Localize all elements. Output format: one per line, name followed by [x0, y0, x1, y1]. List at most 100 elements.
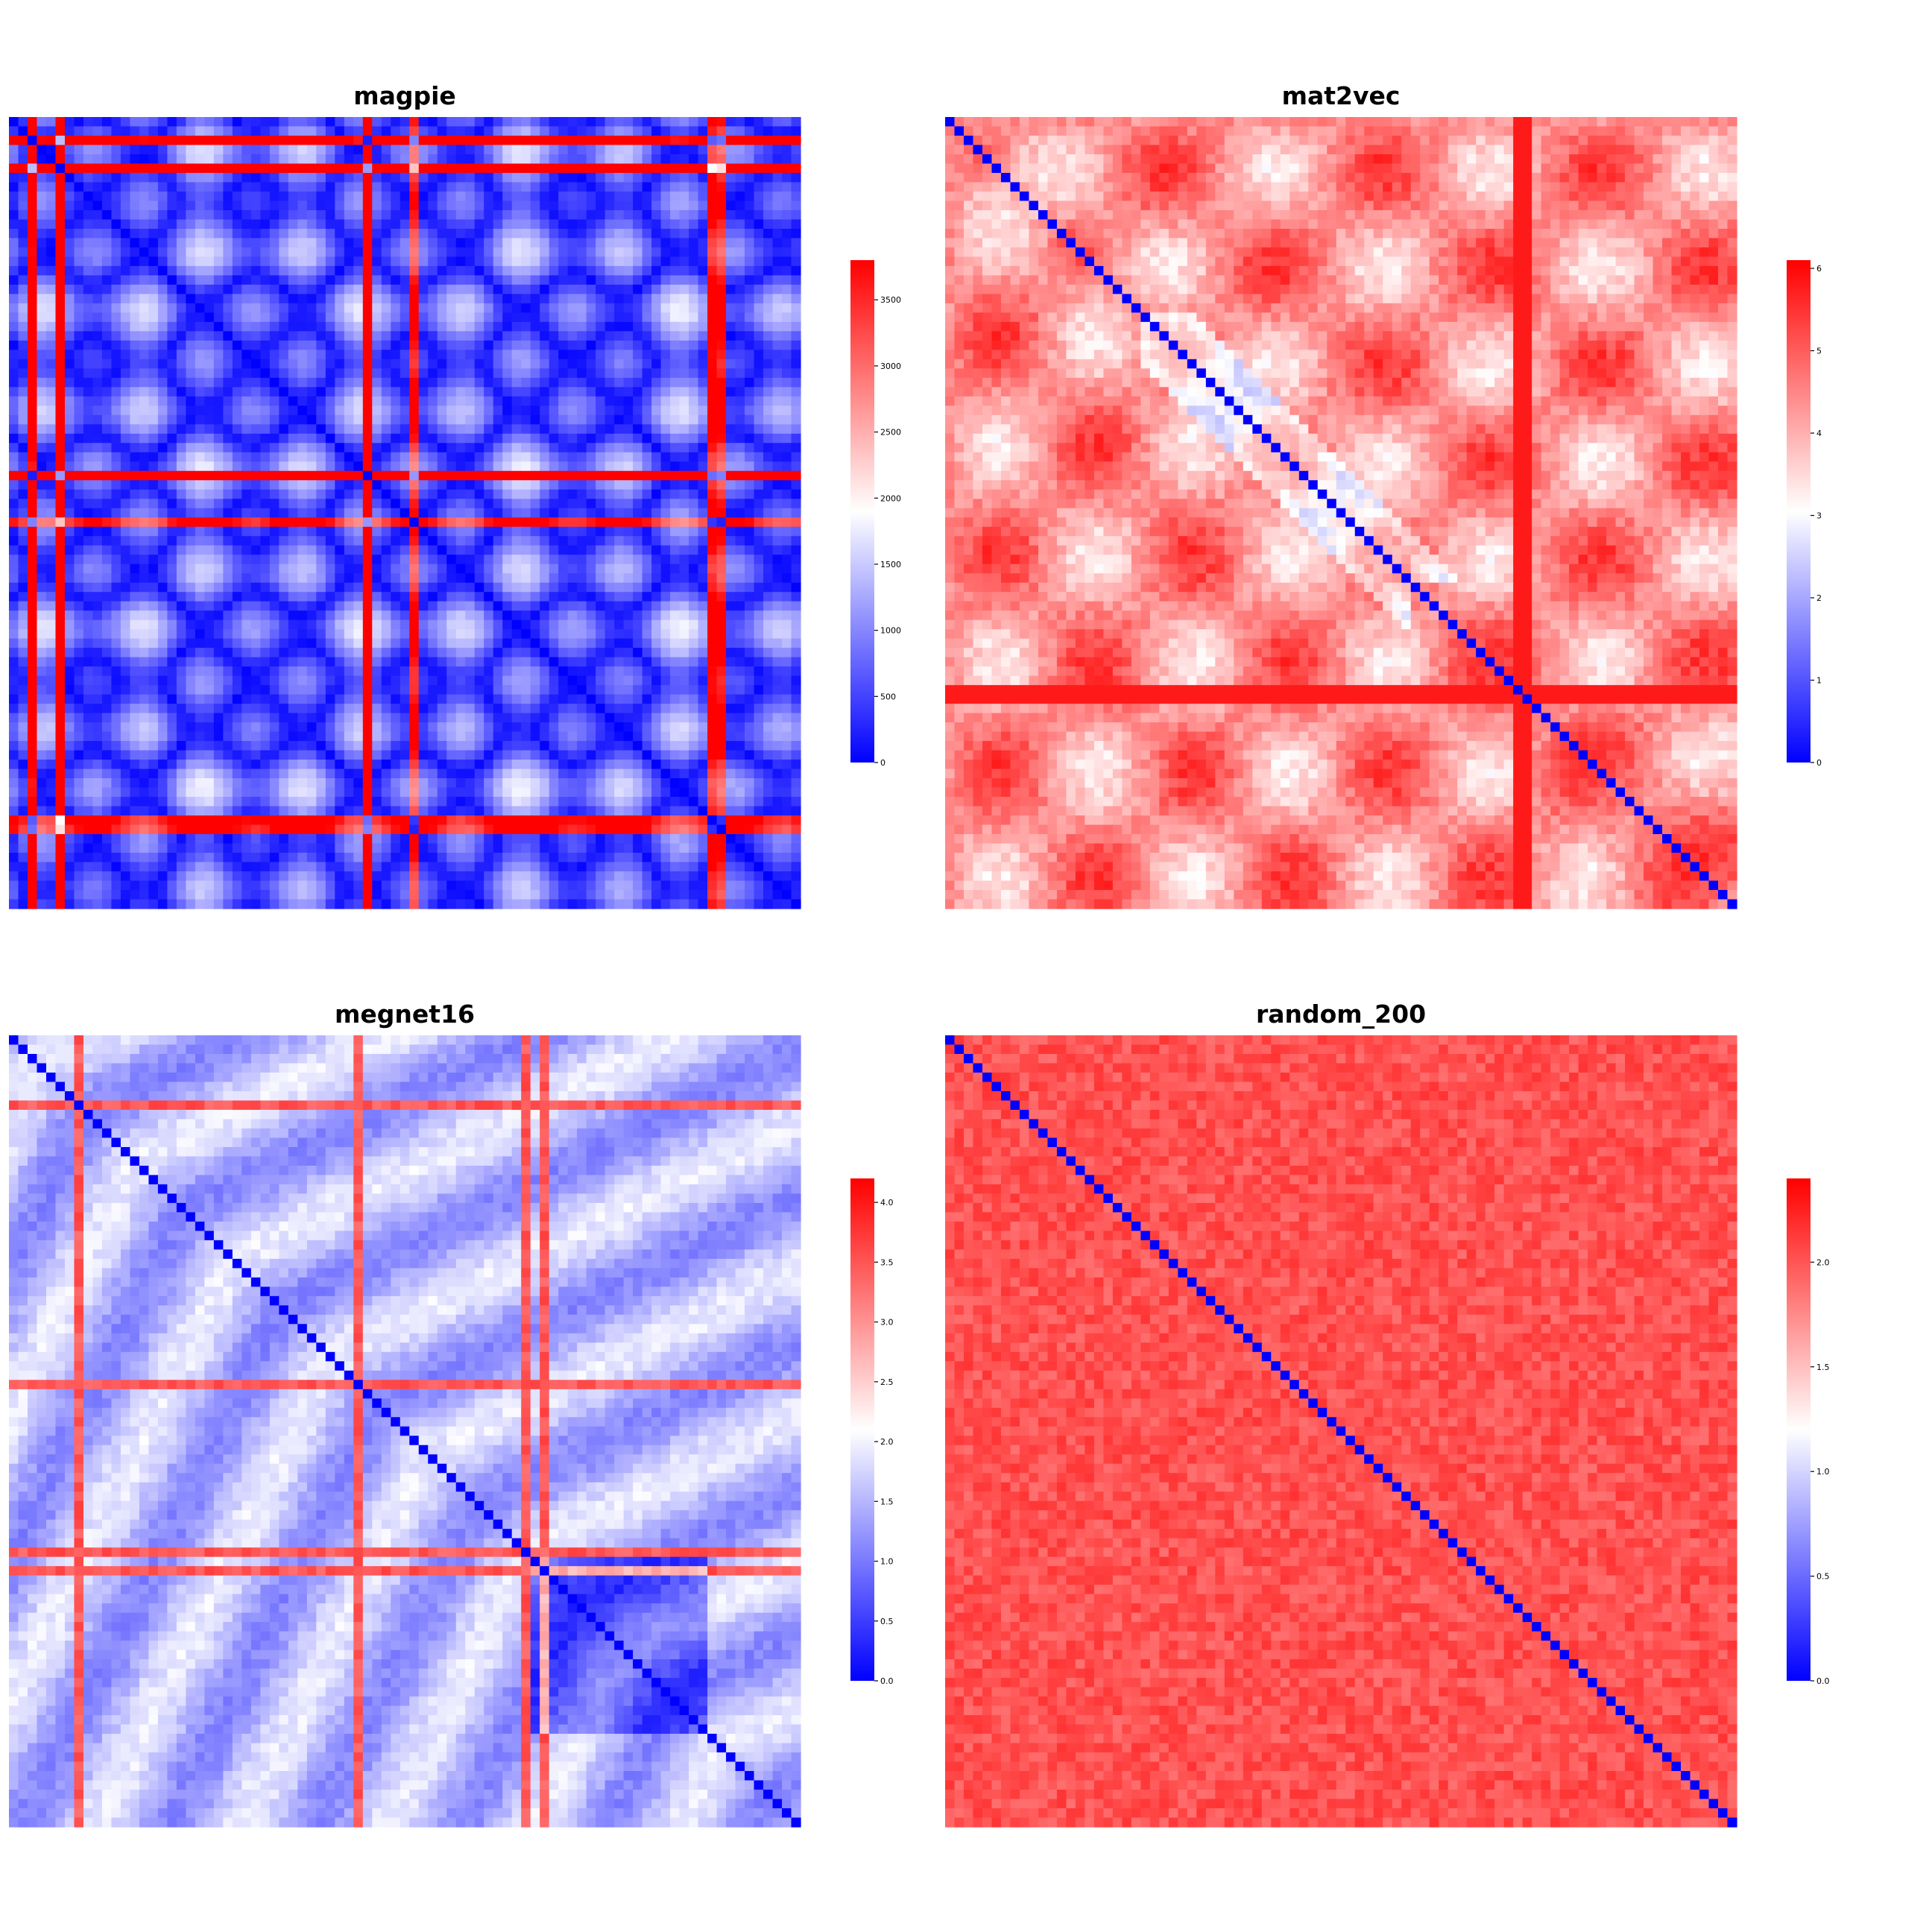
heatmap-cell — [83, 201, 93, 210]
heatmap-cell — [148, 499, 158, 508]
heatmap-cell — [177, 564, 186, 574]
heatmap-cell — [531, 294, 540, 303]
heatmap-cell — [195, 285, 205, 294]
heatmap-cell — [233, 163, 242, 173]
heatmap-cell — [288, 573, 298, 583]
heatmap-cell — [102, 173, 112, 183]
heatmap-cell — [204, 434, 214, 443]
heatmap-cell — [55, 546, 65, 555]
heatmap-cell — [549, 117, 559, 127]
heatmap-cell — [717, 564, 727, 574]
heatmap-cell — [400, 350, 410, 359]
heatmap-cell — [382, 424, 391, 434]
heatmap-cell — [558, 620, 568, 630]
heatmap-cell — [372, 219, 382, 229]
heatmap-cell — [186, 620, 195, 630]
heatmap-cell — [344, 536, 354, 546]
heatmap-cell — [28, 387, 37, 397]
heatmap-cell — [37, 592, 46, 602]
heatmap-cell — [587, 610, 596, 620]
heatmap-cell — [446, 480, 456, 490]
heatmap-cell — [726, 480, 736, 490]
heatmap-cell — [745, 387, 754, 397]
heatmap-cell — [279, 256, 288, 266]
heatmap-cell — [372, 499, 382, 508]
heatmap-cell — [475, 536, 484, 546]
heatmap-cell — [558, 201, 568, 210]
heatmap-cell — [335, 592, 344, 602]
heatmap-cell — [344, 508, 354, 518]
heatmap-cell — [773, 117, 783, 127]
heatmap-cell — [204, 499, 214, 508]
heatmap-cell — [558, 303, 568, 313]
heatmap-cell — [456, 312, 466, 322]
heatmap-cell — [680, 527, 689, 537]
heatmap-cell — [624, 210, 634, 220]
heatmap-cell — [484, 564, 493, 574]
heatmap-cell — [726, 592, 736, 602]
heatmap-cell — [391, 359, 400, 369]
heatmap-cell — [9, 154, 19, 164]
heatmap-cell — [707, 610, 717, 620]
heatmap-cell — [46, 275, 56, 285]
heatmap-cell — [475, 583, 484, 593]
heatmap-cell — [260, 620, 270, 630]
heatmap-cell — [754, 490, 764, 499]
heatmap-cell — [680, 471, 689, 481]
heatmap-cell — [102, 434, 112, 443]
heatmap-cell — [558, 546, 568, 555]
heatmap-cell — [707, 639, 717, 648]
heatmap-cell — [763, 583, 773, 593]
heatmap-cell — [456, 564, 466, 574]
heatmap-cell — [596, 192, 605, 201]
heatmap-cell — [353, 247, 363, 257]
heatmap-cell — [773, 508, 783, 518]
heatmap-cell — [587, 480, 596, 490]
heatmap-cell — [344, 303, 354, 313]
heatmap-cell — [531, 517, 540, 527]
heatmap-cell — [549, 136, 559, 145]
heatmap-cell — [158, 527, 168, 537]
heatmap-cell — [65, 397, 75, 406]
heatmap-cell — [46, 517, 56, 527]
heatmap-cell — [37, 136, 46, 145]
heatmap-cell — [9, 294, 19, 303]
heatmap-cell — [661, 182, 671, 192]
heatmap-cell — [400, 602, 410, 611]
heatmap-cell — [521, 499, 531, 508]
heatmap-cell — [92, 555, 102, 564]
heatmap-cell — [167, 508, 177, 518]
heatmap-cell — [382, 368, 391, 378]
heatmap-cell — [18, 508, 28, 518]
heatmap-cell — [484, 350, 493, 359]
heatmap-cell — [717, 405, 727, 415]
heatmap-cell — [438, 424, 447, 434]
heatmap-cell — [754, 247, 764, 257]
heatmap-cell — [111, 359, 121, 369]
heatmap-cell — [456, 443, 466, 452]
heatmap-cell — [177, 573, 186, 583]
heatmap-cell — [521, 359, 531, 369]
heatmap-cell — [754, 192, 764, 201]
heatmap-cell — [167, 405, 177, 415]
heatmap-cell — [353, 657, 363, 667]
heatmap-cell — [568, 405, 578, 415]
heatmap-cell — [335, 247, 344, 257]
heatmap-cell — [130, 461, 139, 471]
heatmap-cell — [698, 452, 708, 462]
heatmap-cell — [754, 415, 764, 425]
heatmap-cell — [18, 517, 28, 527]
heatmap-cell — [549, 397, 559, 406]
heatmap-cell — [148, 387, 158, 397]
heatmap-cell — [18, 192, 28, 201]
heatmap-cell — [28, 405, 37, 415]
heatmap-cell — [233, 192, 242, 201]
heatmap-cell — [792, 173, 801, 183]
heatmap-cell — [596, 256, 605, 266]
heatmap-cell — [605, 117, 615, 127]
heatmap-cell — [717, 275, 727, 285]
heatmap-cell — [698, 247, 708, 257]
heatmap-cell — [763, 303, 773, 313]
heatmap-cell — [139, 602, 149, 611]
heatmap-cell — [651, 546, 661, 555]
